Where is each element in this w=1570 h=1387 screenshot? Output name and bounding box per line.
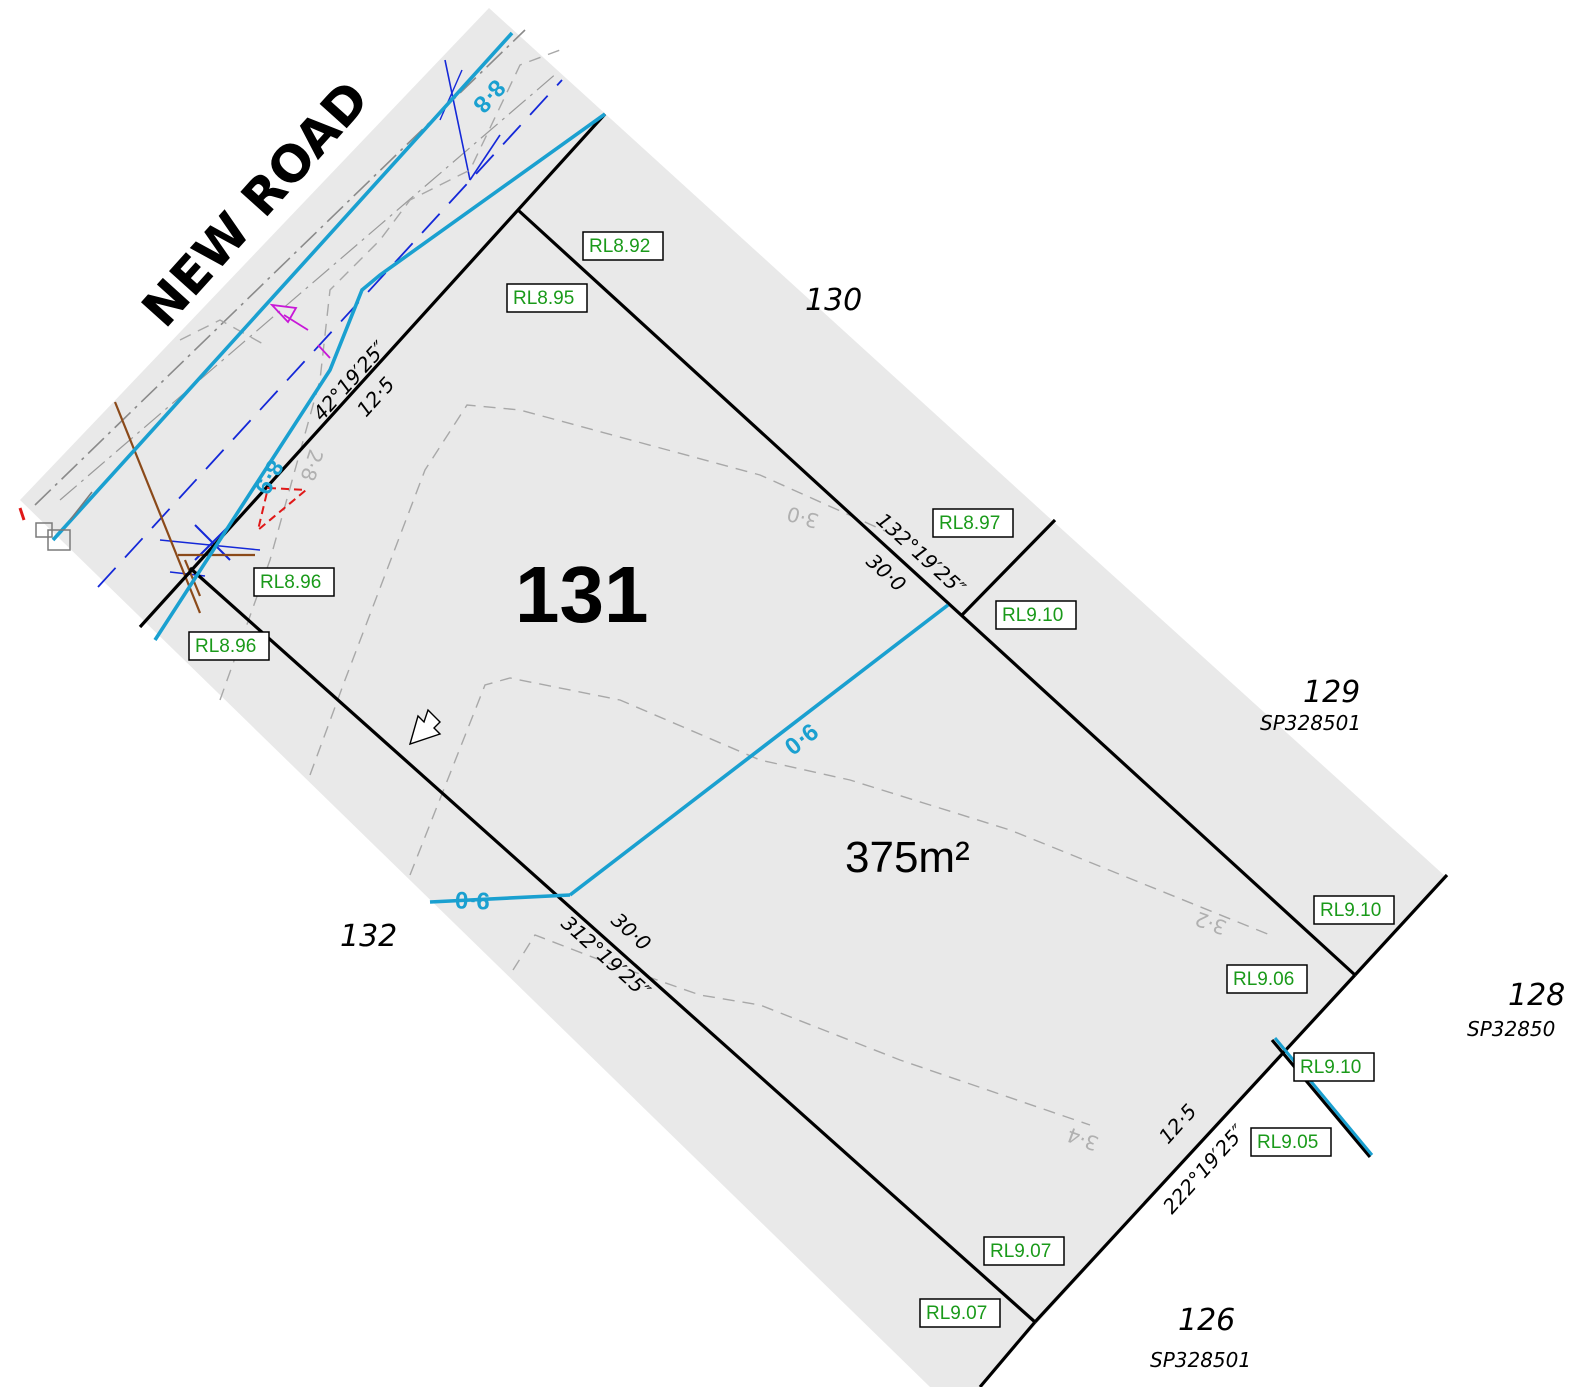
spot-level-label: RL9.10 <box>1002 605 1063 626</box>
pit-symbol-icon <box>35 491 93 551</box>
lot-number: 131 <box>515 550 648 639</box>
spot-level-rl896-a: RL8.96 <box>253 567 335 597</box>
ground-contours <box>179 49 1271 1126</box>
survey-marker-arrow <box>269 303 331 359</box>
spot-level-rl892: RL8.92 <box>582 231 664 261</box>
spot-level-rl896-b: RL8.96 <box>188 631 270 661</box>
boundary-130-129 <box>960 518 1057 617</box>
spot-level-rl910-b: RL9.10 <box>1313 895 1395 925</box>
spot-level-rl905: RL9.05 <box>1250 1127 1332 1157</box>
spot-level-label: RL8.96 <box>260 572 321 593</box>
spot-level-label: RL9.10 <box>1300 1057 1361 1078</box>
spot-level-rl895: RL8.95 <box>506 283 588 313</box>
neighbour-lot-126-plan: SP328501 <box>1150 1348 1251 1372</box>
neighbour-lot-128-plan: SP32850 <box>1467 1017 1555 1041</box>
spot-level-label: RL9.07 <box>926 1303 987 1324</box>
road-alignment-line-2 <box>59 71 559 501</box>
neighbour-lot-128: 128 <box>1508 978 1565 1013</box>
boundary-128 <box>1353 873 1449 977</box>
design-contours <box>51 31 1374 1156</box>
boundary-126 <box>978 1320 1037 1387</box>
spot-level-label: RL9.06 <box>1233 969 1294 990</box>
red-edge-mark <box>18 507 26 521</box>
neighbour-lot-130: 130 <box>805 283 862 318</box>
spot-level-rl910-c: RL9.10 <box>1293 1052 1375 1082</box>
spot-level-label: RL8.92 <box>589 236 650 257</box>
neighbour-lot-129-plan: SP328501 <box>1260 711 1361 735</box>
spot-level-label: RL8.97 <box>939 513 1000 534</box>
site-background <box>20 8 1445 1387</box>
lot-area: 375m² <box>845 833 970 882</box>
spot-level-label: RL9.10 <box>1320 900 1381 921</box>
contour-label-lot-left: 9·0 <box>455 886 491 914</box>
spot-level-label: RL9.07 <box>990 1241 1051 1262</box>
spot-level-label: RL8.96 <box>195 636 256 657</box>
spot-level-rl906: RL9.06 <box>1226 964 1308 994</box>
spot-level-rl907-a: RL9.07 <box>983 1236 1065 1266</box>
neighbour-lot-129: 129 <box>1303 675 1360 710</box>
sewer-line <box>97 59 563 588</box>
spot-level-rl907-b: RL9.07 <box>919 1298 1001 1328</box>
spot-level-label: RL8.95 <box>513 288 574 309</box>
spot-level-rl897: RL8.97 <box>932 508 1014 538</box>
boundary-128-126 <box>1270 1038 1372 1159</box>
spot-level-rl910-a: RL9.10 <box>995 600 1077 630</box>
spot-level-label: RL9.05 <box>1257 1132 1318 1153</box>
red-direction-arrow <box>256 486 309 533</box>
fall-arrow-icon <box>408 708 442 746</box>
neighbour-lot-126: 126 <box>1178 1303 1235 1338</box>
neighbour-lot-132: 132 <box>340 919 397 954</box>
